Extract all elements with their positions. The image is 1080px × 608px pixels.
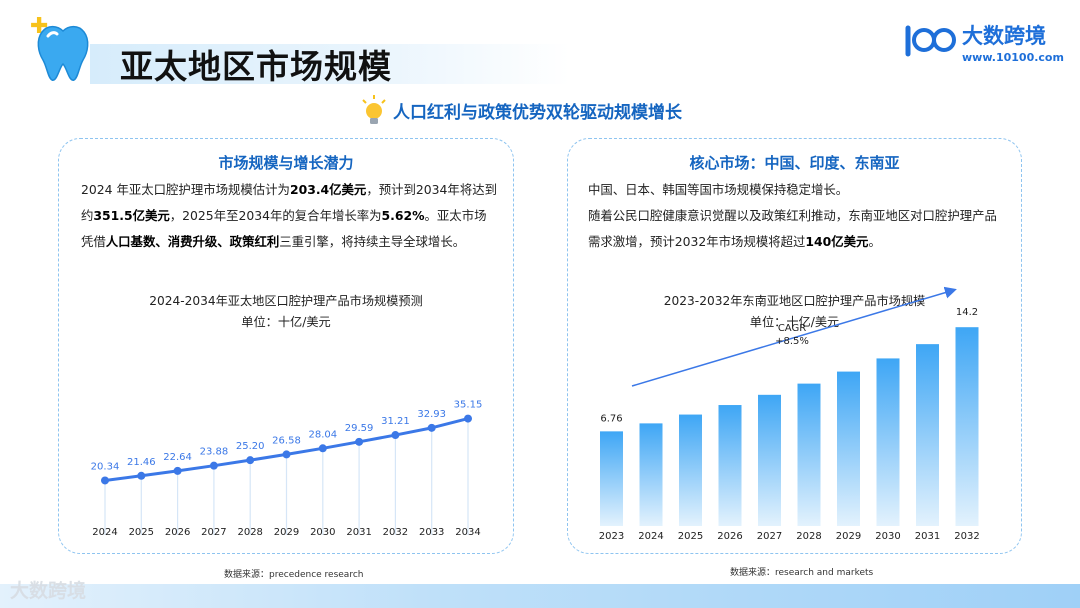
right-source: 数据来源：research and markets (730, 568, 874, 578)
x-tick-label: 2029 (274, 527, 299, 538)
data-label: 31.21 (381, 416, 410, 427)
tooth-icon (37, 25, 89, 81)
cagr-annotation: +8.5% (775, 336, 809, 347)
core-markets-card: 核心市场：中国、印度、东南亚 中国、日本、韩国等国市场规模保持稳定增长。 随着公… (567, 138, 1022, 554)
x-tick-label: 2034 (455, 527, 480, 538)
data-point (246, 456, 255, 465)
x-tick-label: 2025 (678, 531, 703, 542)
core-markets-highlight: 140亿美元 (805, 234, 869, 249)
brand-url: www.10100.com (962, 51, 1064, 64)
data-label: 25.20 (236, 441, 265, 452)
x-tick-label: 2027 (757, 531, 782, 542)
data-label: 28.04 (308, 429, 337, 440)
cagr-annotation: CAGR (778, 323, 806, 334)
core-markets-text: 。 (868, 234, 881, 249)
x-tick-label: 2024 (638, 531, 663, 542)
x-tick-label: 2030 (875, 531, 900, 542)
line-chart-unit: 单位：十亿/美元 (241, 315, 331, 329)
lightbulb-icon (362, 95, 386, 124)
bar (758, 394, 781, 526)
x-tick-label: 2027 (201, 527, 226, 538)
data-label: 21.46 (127, 457, 156, 468)
bar (797, 383, 821, 526)
x-tick-label: 2023 (599, 531, 624, 542)
data-point (427, 423, 436, 432)
bar (600, 431, 623, 526)
data-point (464, 414, 472, 423)
bar (916, 344, 939, 526)
brand-name: 大数跨境 (962, 24, 1046, 48)
x-tick-label: 2025 (129, 527, 154, 538)
data-label: 23.88 (200, 447, 229, 458)
core-markets-line: 中国、日本、韩国等国市场规模保持稳定增长。 (588, 182, 849, 197)
data-point (391, 431, 400, 440)
card-heading: 市场规模与增长潜力 (218, 154, 354, 172)
line-chart: 20.34 2024 21.46 2025 22.64 2026 23.88 2027 25.2… (91, 400, 483, 538)
market-size-paragraph: 2024 年亚太口腔护理市场规模估计为203.4亿美元，预计到2034年将达到约… (81, 177, 497, 255)
market-size-highlight: 5.62% (381, 208, 425, 223)
core-markets-text: 随着公民口腔健康意识觉醒以及政策红利推动，东南亚地区对口腔护理产品需求激增，预计… (588, 208, 997, 249)
market-size-highlight: 351.5亿美元 (93, 208, 170, 223)
title-band (90, 44, 570, 84)
data-label: 22.64 (163, 452, 192, 463)
x-tick-label: 2029 (836, 531, 861, 542)
x-tick-label: 2033 (419, 527, 444, 538)
data-label: 26.58 (272, 435, 301, 446)
market-size-highlight: 人口基数、消费升级、政策红利 (105, 234, 280, 249)
brand-logo-icon (905, 25, 956, 57)
bar (679, 414, 702, 526)
data-point (355, 437, 364, 446)
bar (718, 405, 742, 526)
x-tick-label: 2032 (383, 527, 408, 538)
bar (955, 327, 979, 526)
page-title: 亚太地区市场规模 (120, 47, 392, 86)
data-point (318, 444, 327, 453)
data-point (173, 466, 182, 475)
market-size-text: ，预计到2034年将达到约 (81, 182, 497, 223)
bar-chart-title: 2023-2032年东南亚地区口腔护理产品市场规模 (663, 294, 926, 308)
trend-arrow (631, 286, 957, 387)
data-point (137, 471, 146, 480)
footer-watermark: 大数跨境 (10, 580, 87, 602)
data-label-last: 14.2 (956, 307, 978, 318)
bar (876, 358, 900, 526)
x-tick-label: 2031 (915, 531, 940, 542)
market-size-text: 三重引擎，将持续主导全球增长。 (279, 234, 466, 249)
market-size-text: 。亚太市场凭借 (81, 208, 487, 249)
data-label: 32.93 (417, 409, 446, 420)
x-tick-label: 2028 (796, 531, 821, 542)
line-chart-title: 2024-2034年亚太地区口腔护理产品市场规模预测 (149, 294, 423, 308)
market-size-highlight: 203.4亿美元 (289, 182, 367, 197)
card-heading: 核心市场：中国、印度、东南亚 (689, 154, 900, 172)
x-tick-label: 2028 (237, 527, 262, 538)
data-label: 29.59 (345, 423, 374, 434)
left-source: 数据来源：precedence research (224, 570, 364, 580)
x-tick-label: 2030 (310, 527, 335, 538)
bar (639, 423, 663, 526)
market-size-text: 2024 年亚太口腔护理市场规模估计为 (81, 182, 290, 197)
bar-chart: 2023 2024 2025 2026 2027 2028 2029 2030 2031 2032… (599, 286, 980, 542)
data-point (209, 461, 218, 470)
x-tick-label: 2026 (717, 531, 742, 542)
data-label-first: 6.76 (600, 413, 622, 424)
x-tick-label: 2026 (165, 527, 190, 538)
x-tick-label: 2024 (92, 527, 117, 538)
core-markets-paragraph: 随着公民口腔健康意识觉醒以及政策红利推动，东南亚地区对口腔护理产品需求激增，预计… (588, 203, 1008, 255)
data-label: 20.34 (91, 461, 120, 472)
x-tick-label: 2032 (954, 531, 979, 542)
market-size-text: ，2025年至2034年的复合年增长率为 (169, 208, 382, 223)
data-point (101, 476, 109, 485)
section-subtitle: 人口红利与政策优势双轮驱动规模增长 (393, 103, 682, 123)
footer-band (0, 584, 1080, 608)
x-tick-label: 2031 (346, 527, 371, 538)
bar-chart-unit: 单位：十亿/美元 (749, 315, 840, 329)
bar (837, 371, 860, 526)
market-size-card: 市场规模与增长潜力 2024 年亚太口腔护理市场规模估计为203.4亿美元，预计… (58, 138, 514, 554)
data-label: 35.15 (454, 400, 483, 411)
data-point (282, 450, 291, 459)
